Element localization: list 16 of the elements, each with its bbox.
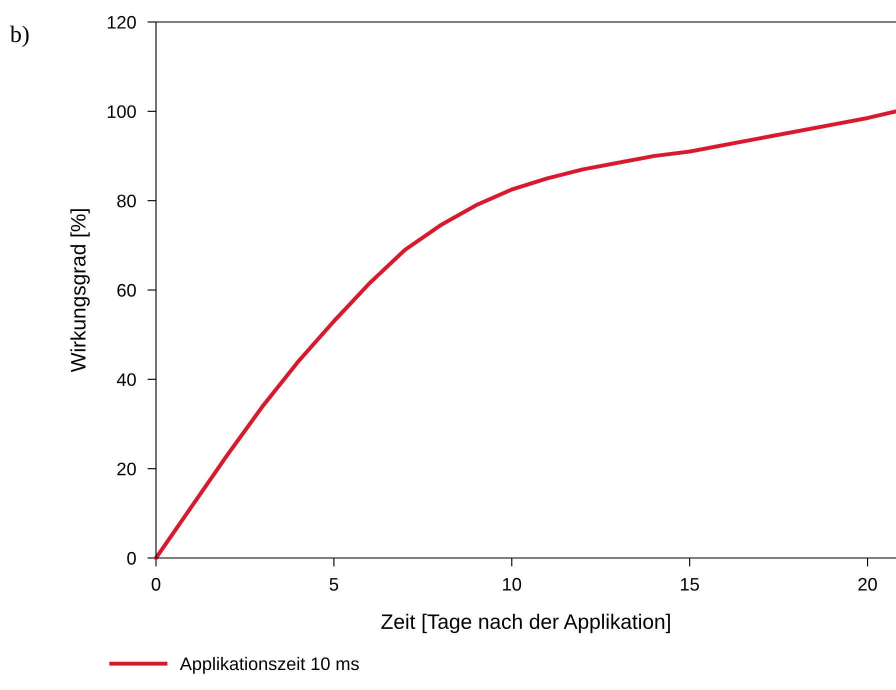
y-tick-label: 20 (117, 462, 136, 476)
y-tick-label: 120 (108, 16, 136, 29)
x-tick-label: 20 (858, 578, 877, 591)
x-tick-label: 0 (152, 578, 160, 591)
y-tick-label: 0 (127, 552, 136, 565)
y-tick-label: 40 (116, 373, 136, 386)
y-tick-label: 60 (117, 284, 136, 297)
legend-label: Applikationszeit 10 ms (180, 656, 359, 674)
y-tick-label: 80 (117, 194, 136, 208)
x-tick-label: 5 (330, 578, 338, 591)
y-axis-title: Wirkungsgrad [%] (70, 209, 90, 372)
text: b) (10, 26, 29, 48)
x-axis-title: Zeit [Tage nach der Applikation] (381, 614, 670, 634)
x-tick-label: 15 (680, 578, 699, 591)
x-tick-label: 10 (503, 578, 522, 591)
y-tick-label: 100 (108, 105, 136, 118)
